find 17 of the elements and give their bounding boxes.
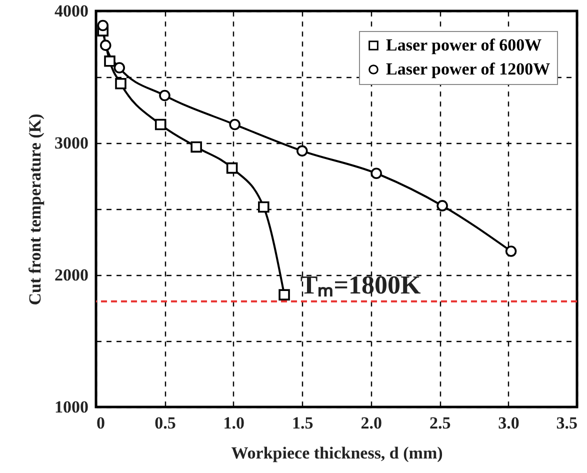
legend-label: Laser power of 600W [386, 36, 542, 54]
x-tick-label: 0.5 [154, 414, 176, 432]
y-tick-label: 4000 [54, 2, 88, 20]
y-tick-label: 3000 [54, 134, 88, 152]
x-tick-label: 2.0 [360, 414, 382, 432]
x-tick-label: 1.0 [223, 414, 245, 432]
x-tick-label: 2.5 [429, 414, 451, 432]
y-tick-label: 2000 [54, 266, 88, 284]
x-axis-title: Workpiece thickness, d (mm) [231, 444, 443, 462]
ref-line-label: Tₘ=1800K [300, 270, 422, 300]
x-tick-label: 0 [96, 414, 105, 432]
y-tick-label: 1000 [54, 398, 88, 416]
x-tick-label: 3.0 [498, 414, 520, 432]
x-tick-label: 1.5 [292, 414, 314, 432]
legend-label: Laser power of 1200W [386, 60, 550, 78]
y-axis-title: Cut front temperature (K) [26, 114, 44, 306]
x-tick-label: 3.5 [556, 414, 578, 432]
